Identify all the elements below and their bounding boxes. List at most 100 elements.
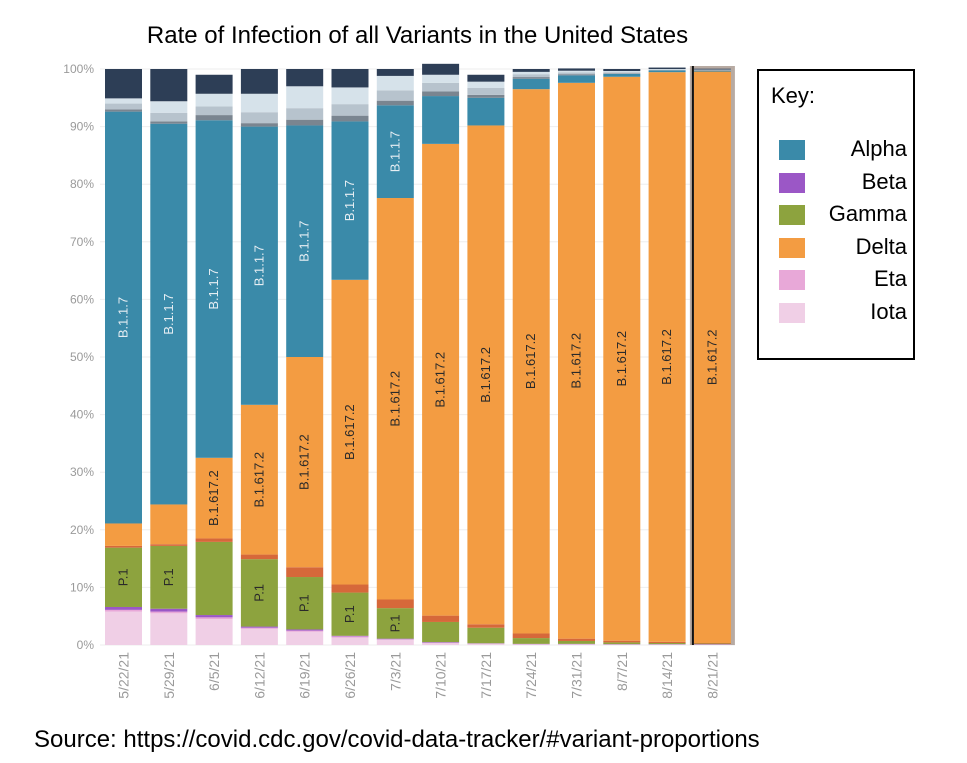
bar-segment	[558, 82, 595, 639]
bar-segment	[331, 584, 369, 593]
bar-segment	[648, 642, 686, 645]
x-tick-label: 8/14/21	[659, 652, 675, 699]
bar-segment	[467, 74, 505, 82]
bar-segment	[512, 644, 550, 645]
bar-segment	[422, 642, 460, 643]
bar-segment	[648, 641, 686, 643]
bar-segment	[331, 87, 369, 105]
bar-segment	[150, 101, 188, 113]
bar-data-label: P.1	[116, 568, 131, 586]
y-tick-label: 60%	[70, 292, 94, 306]
bar-segment	[240, 93, 278, 113]
bar-segment	[240, 626, 278, 628]
bar-segment	[240, 69, 278, 94]
bar-segment	[286, 631, 324, 645]
bar-segment	[512, 78, 550, 90]
bar-segment	[422, 96, 460, 144]
bar-segment	[558, 644, 595, 645]
x-tick-label: 8/21/21	[704, 652, 720, 699]
y-tick-label: 20%	[70, 523, 94, 537]
bar-data-label: B.1.1.7	[251, 245, 266, 286]
bar-segment	[105, 109, 142, 112]
bar-segment	[286, 577, 324, 630]
bar-segment	[422, 643, 460, 645]
x-tick-label: 6/26/21	[342, 652, 358, 699]
bar-segment	[195, 457, 233, 539]
bar-segment	[240, 123, 278, 127]
bar-segment	[693, 642, 731, 644]
bar-segment	[286, 630, 324, 632]
bar-segment	[693, 69, 731, 71]
legend-item-iota: Iota	[779, 299, 907, 325]
y-tick-label: 10%	[70, 580, 94, 594]
bar-data-label: B.1.1.7	[387, 131, 402, 172]
bar-segment	[331, 636, 369, 638]
bar-segment	[195, 74, 233, 94]
bar-segment	[512, 638, 550, 644]
bar-segment	[376, 100, 414, 106]
legend-label: Alpha	[850, 136, 907, 161]
bar-segment	[105, 545, 142, 548]
y-tick-label: 0%	[77, 638, 95, 652]
bar-data-label: B.1.617.2	[569, 333, 584, 389]
bar-segment	[512, 69, 550, 72]
bar-data-label: P.1	[297, 594, 312, 612]
bar-segment	[376, 638, 414, 640]
bar-segment	[286, 69, 324, 87]
bar-segment	[105, 606, 142, 610]
bar-segment	[648, 70, 686, 73]
y-tick-label: 100%	[63, 62, 94, 76]
bar-data-label: B.1.1.7	[206, 268, 221, 309]
legend-swatch	[779, 237, 805, 258]
bar-segment	[422, 82, 460, 92]
bar-segment	[603, 76, 641, 641]
bar-segment	[648, 69, 686, 71]
legend-swatch	[779, 140, 805, 160]
chart-title: Rate of Infection of all Variants in the…	[146, 22, 689, 49]
x-tick-label: 5/22/21	[116, 652, 132, 699]
x-tick-label: 6/5/21	[206, 652, 222, 691]
bar-data-label: P.1	[342, 605, 357, 623]
bar-segment	[693, 70, 731, 72]
x-tick-label: 8/7/21	[614, 652, 630, 691]
bar-data-label: B.1.617.2	[206, 470, 221, 526]
bar-segment	[105, 98, 142, 104]
x-tick-label: 6/19/21	[297, 652, 313, 699]
y-tick-label: 80%	[70, 177, 94, 191]
bar-segment	[150, 613, 188, 645]
legend-swatch	[779, 270, 805, 290]
bar-segment	[150, 123, 188, 505]
bar-segment	[376, 198, 414, 600]
bar-segment	[467, 643, 505, 645]
bar-segment	[422, 63, 460, 75]
bar-segment	[512, 633, 550, 639]
x-tick-label: 6/12/21	[251, 652, 267, 699]
y-tick-label: 90%	[70, 120, 94, 134]
bar-data-label: B.1.617.2	[523, 333, 538, 389]
bar-data-label: B.1.617.2	[251, 452, 266, 508]
legend-item-gamma: Gamma	[779, 201, 907, 227]
bar-segment	[195, 115, 233, 121]
bar-segment	[105, 103, 142, 110]
bar-segment	[195, 120, 233, 458]
bar-data-label: B.1.617.2	[704, 329, 719, 385]
legend-swatch	[779, 172, 805, 193]
bar-segment	[376, 599, 414, 609]
bar-segment	[240, 628, 278, 645]
legend-label: Delta	[855, 233, 907, 259]
x-tick-label: 7/31/21	[569, 652, 585, 699]
bar-segment	[422, 621, 460, 643]
bar-segment	[195, 617, 233, 620]
bar-segment	[150, 544, 188, 546]
x-tick-label: 5/29/21	[161, 652, 177, 699]
bar-data-label: P.1	[161, 568, 176, 586]
bar-segment	[603, 73, 641, 74]
bar-segment	[422, 143, 460, 616]
bar-segment	[512, 71, 550, 75]
bar-segment	[240, 559, 278, 627]
bar-segment	[240, 126, 278, 405]
bar-segment	[467, 125, 505, 625]
legend-item-delta: Delta	[779, 234, 907, 260]
bar-segment	[467, 81, 505, 89]
legend-swatch	[779, 205, 805, 225]
